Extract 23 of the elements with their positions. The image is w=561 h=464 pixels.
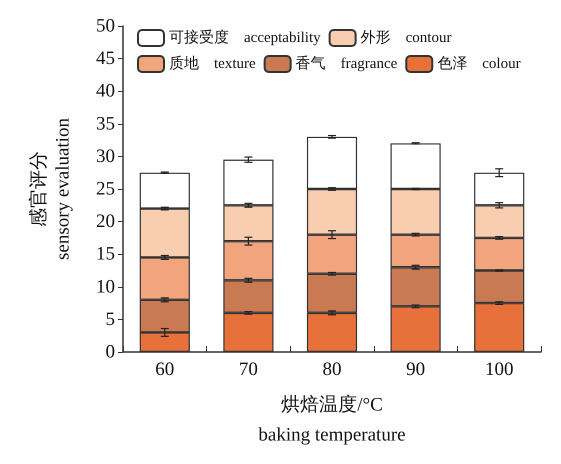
y-tick-label: 10 [96, 276, 115, 298]
legend-label: 色泽 colour [437, 55, 521, 72]
legend-label: 外形 contour [360, 30, 452, 46]
y-tick-label: 0 [106, 342, 115, 362]
x-tick-label: 60 [155, 359, 174, 380]
y-tick-label: 35 [96, 113, 115, 134]
x-tick-label: 80 [322, 359, 342, 380]
legend-label: 香气 fragrance [296, 55, 398, 72]
y-tick-label: 40 [96, 80, 115, 102]
y-tick-label: 15 [96, 244, 115, 265]
y-tick-label: 5 [106, 308, 115, 330]
y-tick-label: 25 [96, 178, 115, 200]
x-tick-label: 70 [238, 359, 258, 380]
y-tick-label: 20 [96, 211, 115, 232]
x-axis-title: 烘焙温度/°C baking temperature [258, 394, 406, 446]
x-tick-label: 90 [406, 359, 426, 380]
legend-label: 质地 texture [169, 55, 256, 72]
y-tick-label: 45 [96, 48, 115, 70]
y-tick-label: 50 [96, 16, 115, 36]
y-axis-title: 感官评分 sensory evaluation [28, 118, 74, 260]
legend-label: 可接受度 acceptability [169, 29, 322, 46]
y-tick-label: 30 [96, 146, 115, 167]
x-tick-label: 100 [484, 359, 514, 380]
